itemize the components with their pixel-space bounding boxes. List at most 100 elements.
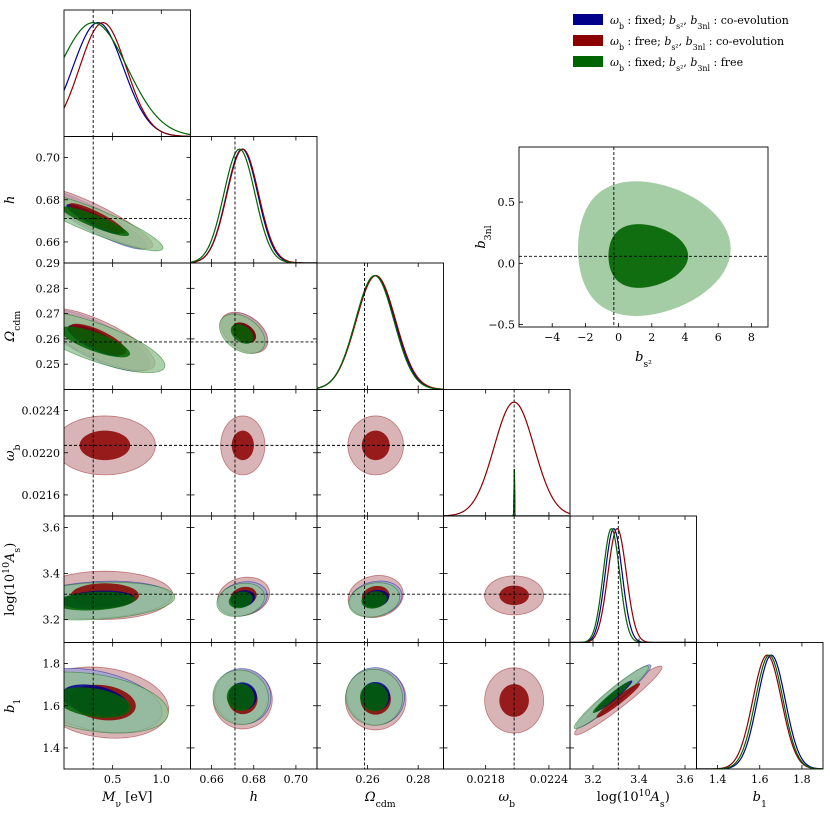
contour-inner [64, 206, 130, 237]
marginal-curve [443, 469, 570, 516]
contour-panel-mnu-las [64, 570, 176, 621]
truth-lines [64, 516, 191, 643]
marginal-omb [443, 401, 570, 516]
inset-y-axis-label: b3nl [474, 225, 494, 248]
marginal-curve [64, 22, 191, 137]
inset-y-tick-label: −0.5 [488, 319, 515, 332]
contour-panel-omb-las [484, 575, 545, 616]
x-axis-label: h [250, 790, 258, 805]
marginal-mnu [64, 22, 191, 137]
x-tick-label: 0.0224 [530, 773, 569, 786]
contour-inner [226, 683, 255, 711]
contour-panel-ocdm-omb [347, 415, 404, 476]
contour-inner [64, 591, 135, 611]
x-tick-label: 1.0 [153, 773, 171, 786]
legend-swatch [573, 56, 603, 67]
y-tick-label: 0.27 [36, 308, 61, 321]
panel-frame [696, 642, 824, 770]
inset-x-tick-label: −2 [577, 331, 593, 344]
y-tick-label: 0.66 [36, 236, 61, 249]
x-axis-label: Ωcdm [364, 790, 396, 810]
marginal-curve [317, 275, 444, 390]
marginal-curve [696, 654, 823, 769]
y-tick-label: 1.4 [43, 742, 61, 755]
contour-inner [361, 430, 390, 461]
y-axis-label: h [3, 196, 18, 204]
truth-lines [64, 263, 191, 390]
inset-y-tick-label: 0.5 [498, 196, 516, 209]
y-tick-label: 0.0224 [22, 405, 61, 418]
x-tick-label: 0.70 [284, 773, 309, 786]
y-tick-label: 3.6 [43, 522, 61, 535]
marginal-curve [443, 469, 570, 516]
marginal-ocdm [317, 275, 444, 390]
inset-contour-inner [608, 224, 689, 288]
y-tick-label: 0.25 [36, 358, 61, 371]
x-axis-label: b1 [753, 790, 767, 810]
y-axis-label: ωb [3, 444, 23, 461]
inset-x-tick-label: 2 [648, 331, 655, 344]
truth-lines [190, 389, 317, 516]
x-tick-label: 0.5 [104, 773, 122, 786]
inset-x-axis-label: bs² [635, 350, 652, 370]
contour-inner [592, 681, 631, 714]
truth-lines [317, 389, 444, 516]
contour-inner [230, 323, 254, 344]
panel-frame [569, 642, 697, 770]
inset-x-tick-label: 8 [748, 331, 755, 344]
truth-lines [64, 389, 191, 516]
inset-frame [518, 146, 769, 328]
contour-inner [64, 687, 131, 718]
panel-frame [63, 9, 191, 137]
y-tick-label: 0.0216 [22, 489, 61, 502]
marginal-curve [64, 22, 191, 136]
x-tick-label: 0.66 [199, 773, 224, 786]
marginal-curve [64, 22, 191, 137]
marginal-curve [696, 654, 823, 769]
marginal-curve [696, 654, 823, 769]
x-axis-label: Mν [eV] [101, 790, 152, 810]
contour-panel-ocdm-las [347, 575, 404, 618]
y-axis-label-group: log(1010As) [1, 543, 23, 616]
contour-inner [361, 591, 387, 609]
marginal-curve [443, 401, 570, 516]
panel-frame [316, 262, 444, 390]
y-axis-label: b1 [3, 699, 23, 713]
inset-y-tick-label: 0.0 [498, 257, 516, 270]
contour-panel-mnu-b1 [64, 666, 170, 739]
x-axis-label: log(1010As) [597, 788, 670, 810]
y-axis-label-group: h [3, 196, 18, 204]
contour-panel-h-ocdm [218, 311, 269, 355]
y-axis-label: Ωcdm [3, 311, 23, 343]
y-axis-label-group: b1 [3, 699, 23, 713]
marginal-curve [317, 275, 444, 390]
inset-x-tick-label: −4 [544, 331, 560, 344]
marginal-curve [190, 148, 317, 263]
marginal-curve [570, 528, 697, 643]
inset-x-tick-label: 6 [715, 331, 722, 344]
y-tick-label: 3.4 [43, 568, 61, 581]
y-tick-label: 0.26 [36, 333, 61, 346]
inset-y-label-group: b3nl [474, 225, 494, 248]
contour-inner [228, 591, 253, 609]
marginal-curve [317, 275, 444, 390]
legend: ωb : fixed; bs², b3nl : co-evolution ωb :… [573, 14, 789, 73]
x-tick-label: 0.26 [355, 773, 380, 786]
y-tick-label: 0.0220 [22, 447, 61, 460]
truth-lines [64, 136, 191, 263]
x-tick-label: 1.8 [793, 773, 811, 786]
marginal-las [570, 527, 697, 643]
panel-frame [569, 515, 697, 643]
truth-lines [443, 516, 570, 643]
x-tick-label: 1.4 [709, 773, 727, 786]
y-tick-label: 0.29 [36, 257, 61, 270]
y-tick-label: 3.2 [43, 614, 61, 627]
marginal-h [190, 148, 317, 263]
legend-entry-label: ωb : free; bs², b3nl : co-evolution [610, 35, 784, 52]
y-tick-label: 1.6 [43, 700, 61, 713]
contour-inner [359, 683, 389, 712]
marginal-b1 [696, 654, 823, 769]
x-tick-label: 3.2 [584, 773, 602, 786]
contour-panel-mnu-ocdm [64, 308, 166, 374]
